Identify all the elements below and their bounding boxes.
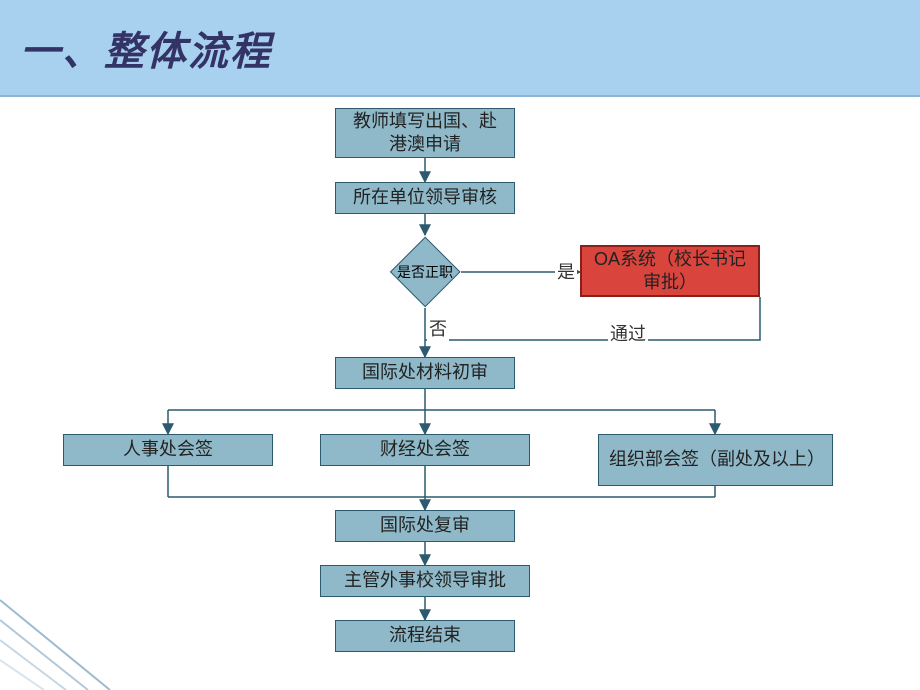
node-intl-precheck: 国际处材料初审 (335, 357, 515, 389)
label-pass: 通过 (608, 320, 648, 346)
node-leader-approval: 主管外事校领导审批 (320, 565, 530, 597)
node-oa-approval: OA系统（校长书记审批） (580, 245, 760, 297)
title-band: 一、整体流程 (0, 0, 920, 95)
node-end: 流程结束 (335, 620, 515, 652)
title-underline (0, 95, 920, 97)
label-no: 否 (427, 315, 449, 341)
decision-is-chief: 是否正职 (389, 236, 461, 308)
node-finance-countersign: 财经处会签 (320, 434, 530, 466)
node-org-countersign: 组织部会签（副处及以上） (598, 434, 833, 486)
node-intl-recheck: 国际处复审 (335, 510, 515, 542)
node-unit-review: 所在单位领导审核 (335, 182, 515, 214)
corner-decoration (0, 580, 140, 690)
label-yes: 是 (555, 258, 577, 284)
node-apply: 教师填写出国、赴港澳申请 (335, 108, 515, 158)
node-hr-countersign: 人事处会签 (63, 434, 273, 466)
page-title: 一、整体流程 (20, 19, 272, 77)
diamond-text: 是否正职 (397, 262, 453, 282)
